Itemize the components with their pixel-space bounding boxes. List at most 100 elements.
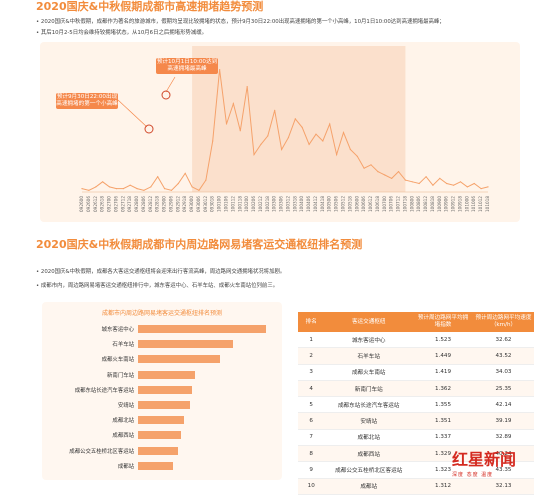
- section2-title: 2020国庆&中秋假期成都市内周边路网易堵客运交通枢纽排名预测: [36, 238, 363, 251]
- trend-point: [384, 174, 386, 176]
- trend-point: [143, 189, 145, 191]
- x-tick-label: 092718: [127, 196, 132, 212]
- bar-row: 安靖站: [42, 398, 282, 413]
- trend-point: [122, 188, 124, 190]
- trend-point: [108, 186, 111, 188]
- x-tick-label: 100106: [224, 196, 229, 212]
- callout-max-peak: 预计10月1日10:00达到高速拥堵最高峰: [156, 58, 218, 74]
- bar: [138, 416, 185, 425]
- trend-point: [260, 143, 262, 145]
- trend-point: [404, 179, 407, 181]
- cell-speed: 34.03: [472, 364, 534, 381]
- x-tick-label: 101018: [485, 196, 490, 212]
- cell-index: 1.337: [413, 429, 473, 447]
- trend-point: [198, 189, 200, 191]
- cell-rank: 1: [298, 332, 325, 349]
- trend-point: [473, 182, 475, 185]
- x-tick-label: 092700: [107, 196, 112, 212]
- trend-point: [88, 189, 90, 191]
- trend-point: [115, 188, 118, 190]
- bar: [138, 431, 181, 440]
- x-tick-label: 092706: [113, 196, 118, 212]
- trend-point: [391, 177, 393, 179]
- trend-point: [267, 135, 269, 137]
- table-row: 1 城东客运中心 1.523 32.62: [298, 332, 534, 349]
- x-tick-label: 100912: [451, 196, 456, 212]
- bar-label: 成都火车南站: [101, 357, 134, 364]
- bar-row: 成都西站: [42, 428, 282, 443]
- bar-row: 石羊车站: [42, 337, 282, 352]
- cell-speed: 40.24: [472, 445, 534, 463]
- trend-point: [432, 184, 434, 186]
- ranking-table-wrap: 排名 客运交通枢纽 预计周边路网平均拥堵指数 预计周边路网平均速度（km/h） …: [298, 312, 534, 495]
- x-tick-label: 100400: [299, 196, 304, 212]
- x-tick-label: 092806: [141, 196, 146, 212]
- trend-point: [336, 154, 338, 156]
- x-tick-label: 100206: [251, 196, 256, 212]
- bar-label: 石羊车站: [112, 342, 134, 349]
- x-tick-label: 100318: [292, 196, 297, 212]
- table-row: 3 成都火车南站 1.419 34.03: [298, 364, 534, 381]
- bullet-3-text: 2020国庆&中秋假期，成都各大客运交通枢纽将会迎来出行客流高峰，周边路网交通拥…: [40, 269, 286, 275]
- x-tick-label: 100118: [237, 196, 242, 212]
- cell-speed: 25.35: [472, 380, 534, 398]
- x-tick-label: 092900: [162, 196, 167, 212]
- bar-label: 新南门车站: [107, 372, 134, 379]
- trend-point: [177, 182, 179, 185]
- trend-point: [184, 172, 186, 174]
- trend-chart: 092600 092606 092612 092618 092700 092706 0927…: [79, 46, 490, 212]
- trend-point: [308, 143, 310, 145]
- x-tick-label: 100918: [457, 196, 462, 212]
- x-tick-label: 092618: [100, 196, 105, 212]
- bar-label: 城东客运中心: [101, 327, 134, 333]
- bullet-2: • 其后10月2-5日均会维持较拥堵状态，从10月6日之后拥堵形势减缓。: [36, 30, 208, 36]
- cell-hub: 新南门车站: [324, 380, 414, 398]
- callout-first-peak: 预计9月30日22:00出现高速拥堵的第一个小高峰: [56, 93, 118, 109]
- cell-hub: 成都西站: [324, 445, 414, 463]
- trend-point: [349, 148, 351, 151]
- x-tick-label: 100600: [354, 196, 359, 212]
- watermark-tagline: 深度 态度 温度: [452, 472, 494, 478]
- trend-point: [356, 155, 358, 157]
- trend-point: [363, 167, 365, 169]
- trend-point: [95, 186, 97, 188]
- header-speed: 预计周边路网平均速度（km/h）: [472, 312, 534, 332]
- trend-point: [191, 186, 193, 188]
- bar-label: 成都西站: [112, 433, 134, 440]
- cell-hub: 安靖站: [324, 412, 414, 430]
- x-tick-label: 092800: [134, 196, 139, 212]
- trend-point: [81, 188, 83, 190]
- x-tick-label: 101012: [478, 196, 483, 212]
- x-tick-label: 100100: [217, 196, 222, 212]
- x-tick-label: 100706: [389, 196, 394, 212]
- x-tick-label: 092818: [155, 196, 160, 212]
- table-row: 2 石羊车站 1.449 43.52: [298, 347, 534, 365]
- bar-chart-panel: 成都市内周边路网易堵客运交通枢纽排名预测 城东客运中心石羊车站成都火车南站 新南门…: [42, 302, 282, 480]
- trend-point: [287, 137, 290, 139]
- trend-point: [377, 171, 379, 173]
- x-tick-label: 100200: [244, 196, 249, 212]
- header-rank: 排名: [298, 312, 325, 332]
- trend-point: [487, 186, 489, 188]
- x-tick-label: 100218: [265, 196, 270, 212]
- cell-hub: 成都站: [324, 478, 414, 495]
- x-tick-label: 100718: [402, 196, 407, 212]
- x-tick-label: 092712: [120, 196, 125, 212]
- watermark-logo-text: 红星新闻: [452, 450, 517, 469]
- trend-point: [150, 186, 152, 188]
- table-row: 7 成都北站 1.337 32.89: [298, 429, 534, 447]
- cell-rank: 10: [298, 478, 325, 495]
- x-tick-label: 093018: [210, 196, 215, 212]
- bar: [138, 401, 191, 409]
- cell-rank: 8: [298, 445, 325, 463]
- x-tick-label: 100412: [313, 196, 318, 212]
- bar-chart-title: 成都市内周边路网易堵客运交通枢纽排名预测: [101, 310, 222, 317]
- cell-rank: 7: [298, 429, 325, 447]
- trend-point: [239, 130, 241, 132]
- bar-row: 新南门车站: [42, 368, 282, 383]
- header-index: 预计周边路网平均拥堵指数: [413, 312, 473, 332]
- cell-index: 1.355: [413, 396, 473, 414]
- table-row: 8 成都西站 1.329 40.24: [298, 445, 534, 463]
- x-tick-label: 100312: [285, 196, 290, 212]
- trend-point: [232, 103, 234, 105]
